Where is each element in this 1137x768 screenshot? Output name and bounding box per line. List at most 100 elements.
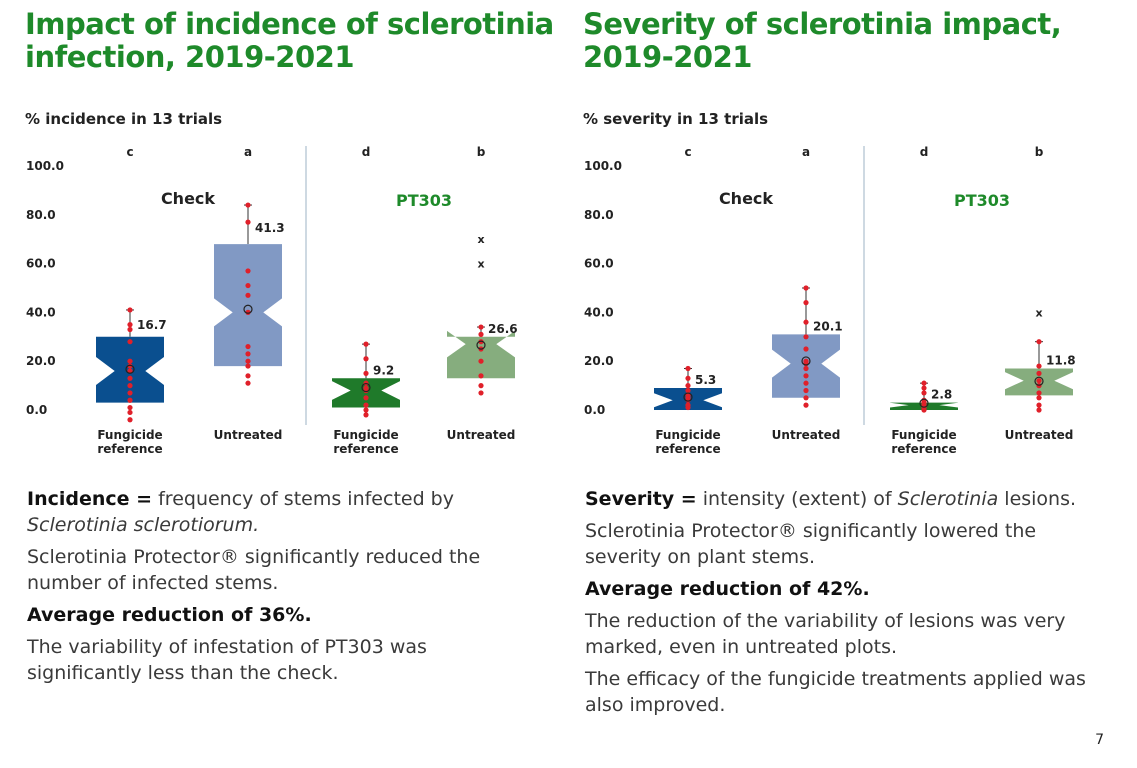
data-point [245, 373, 251, 379]
incidence-definition-term: Incidence = [27, 488, 153, 510]
data-point [127, 383, 133, 389]
incidence-definition-text: frequency of stems infected by [152, 488, 454, 510]
data-point [127, 404, 133, 411]
y-tick-label: 60.0 [584, 257, 614, 271]
data-point [127, 368, 133, 374]
data-point [1036, 402, 1042, 408]
data-point [1036, 339, 1042, 345]
significance-letter: d [920, 145, 929, 159]
data-point [245, 309, 251, 315]
data-point [685, 387, 691, 394]
mean-marker [801, 356, 811, 366]
data-point [921, 385, 927, 391]
category-label-line2: reference [655, 442, 720, 456]
mean-value-label: 26.6 [488, 322, 518, 336]
data-point [363, 395, 369, 401]
category-label-line2: reference [891, 442, 956, 456]
mean-value-label: 9.2 [373, 363, 394, 377]
y-tick-label: 20.0 [584, 354, 614, 368]
mean-value-label: 5.3 [695, 373, 716, 387]
significance-letter: b [1035, 145, 1044, 159]
box-2: a 20.1 Untreated [772, 145, 843, 442]
data-point [803, 346, 809, 352]
mean-value-label: 11.8 [1046, 354, 1076, 368]
significance-letter: c [126, 145, 133, 159]
data-point [803, 365, 809, 372]
incidence-definition: Incidence = frequency of stems infected … [27, 486, 547, 538]
data-point [803, 285, 809, 291]
category-label-line2: reference [97, 442, 162, 456]
group-label-pt303: PT303 [954, 191, 1010, 210]
category-label: Untreated [447, 428, 516, 442]
data-point [245, 202, 251, 208]
mean-marker [683, 392, 693, 402]
mean-value-label: 41.3 [255, 221, 285, 235]
y-tick-label: 0.0 [584, 403, 605, 417]
data-point [478, 358, 484, 364]
severity-variability: The reduction of the variability of lesi… [585, 610, 1066, 658]
data-point [685, 392, 691, 398]
category-label: Untreated [772, 428, 841, 442]
outlier-marker: x [1035, 306, 1042, 319]
y-tick-label: 100.0 [584, 159, 622, 173]
y-tick-label: 40.0 [584, 305, 614, 319]
outlier-marker: x [477, 233, 484, 246]
data-point [127, 397, 133, 403]
data-point [685, 365, 691, 372]
data-point [245, 292, 251, 298]
data-point [803, 319, 809, 325]
page-number: 7 [1095, 732, 1104, 748]
significance-letter: d [362, 145, 371, 159]
data-point [921, 390, 927, 396]
incidence-title: Impact of incidence of sclerotinia infec… [25, 7, 554, 74]
severity-definition-species: Sclerotinia [897, 488, 999, 510]
severity-average-reduction: Average reduction of 42%. [585, 578, 870, 600]
mean-marker [919, 398, 929, 408]
data-point [245, 282, 251, 289]
y-tick-label: 40.0 [26, 305, 56, 319]
data-point [245, 380, 251, 386]
group-label-check: Check [719, 189, 773, 208]
data-point [478, 383, 484, 389]
mean-value-label: 20.1 [813, 319, 843, 333]
category-label-line2: reference [333, 442, 398, 456]
data-point [127, 322, 133, 328]
group-label-pt303: PT303 [396, 191, 452, 210]
data-point [1036, 378, 1042, 384]
incidence-result: Sclerotinia Protector® significantly red… [27, 546, 481, 594]
severity-definition-text: intensity (extent) of [696, 488, 898, 510]
data-point [921, 380, 927, 386]
severity-result: Sclerotinia Protector® significantly low… [585, 520, 1037, 568]
outlier-marker: x [477, 258, 484, 271]
data-point [127, 417, 133, 423]
category-label-line1: Fungicide [333, 428, 398, 442]
group-label-check: Check [161, 189, 215, 208]
data-point [803, 402, 809, 408]
mean-marker [243, 304, 253, 314]
severity-fungicide-efficacy: The efficacy of the fungicide treatments… [585, 668, 1086, 716]
data-point [363, 385, 369, 391]
significance-letter: c [684, 145, 691, 159]
mean-marker [125, 364, 135, 374]
data-point [245, 343, 251, 350]
data-point [127, 326, 133, 333]
data-point [127, 375, 133, 381]
severity-definition-end: lesions. [998, 488, 1077, 510]
incidence-boxplot-chart: 100.0 80.0 60.0 40.0 20.0 0.0 Check PT303 c 16.7 F… [26, 145, 518, 456]
data-point [803, 395, 809, 401]
data-point [127, 409, 133, 416]
data-point [803, 300, 809, 306]
incidence-average-reduction: Average reduction of 36%. [27, 604, 312, 626]
category-label-line1: Fungicide [655, 428, 720, 442]
data-point [363, 356, 369, 362]
category-label: Untreated [214, 428, 283, 442]
data-point [803, 373, 809, 379]
incidence-definition-species: Sclerotinia sclerotiorum. [27, 514, 260, 536]
mean-marker [1034, 376, 1044, 386]
data-point [127, 307, 133, 313]
data-point [363, 407, 369, 413]
